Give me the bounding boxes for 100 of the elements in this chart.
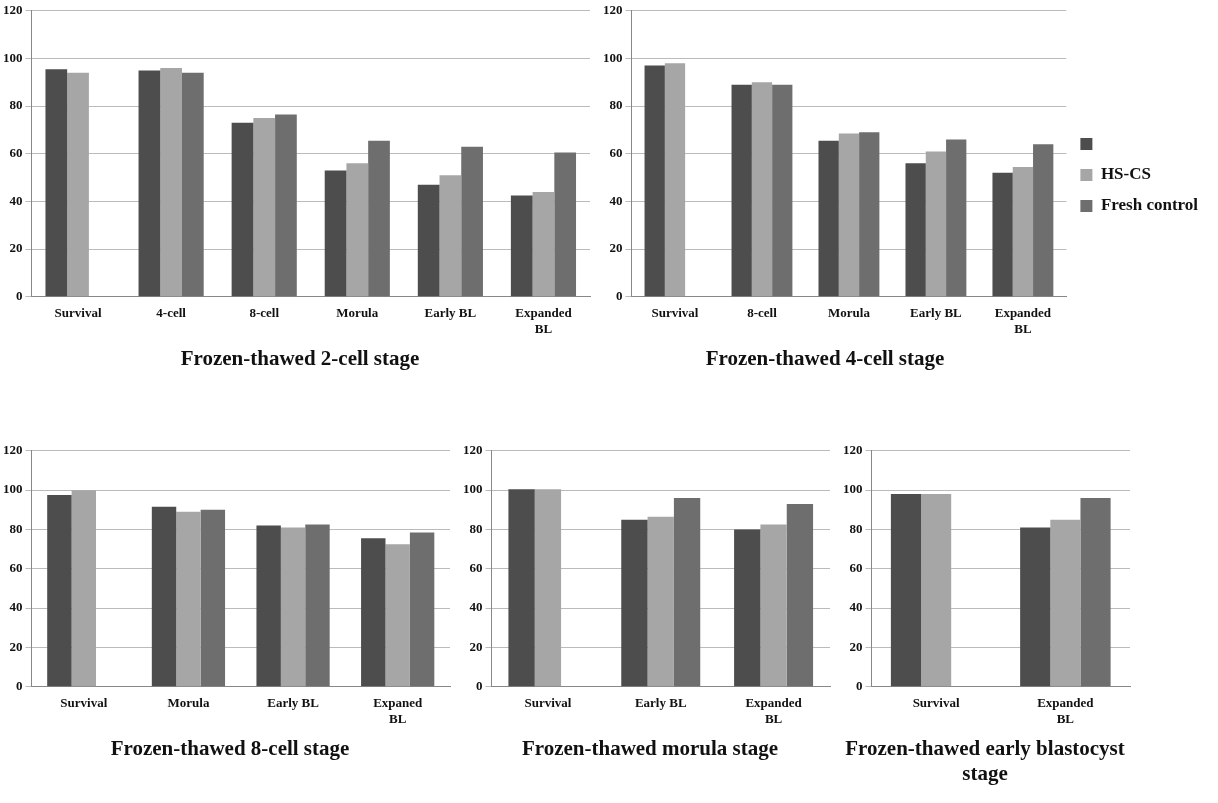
bar	[200, 509, 226, 687]
bar	[1050, 519, 1081, 687]
x-tick-label: Early BL	[634, 694, 687, 710]
bar	[925, 151, 947, 297]
bar	[532, 191, 555, 297]
legend-label: Fresh control	[1100, 195, 1199, 215]
y-tick-label: 0	[616, 288, 623, 304]
x-tick-label: Expanded BL	[745, 694, 803, 726]
bar	[151, 506, 177, 687]
bar	[439, 175, 462, 297]
x-tick-label: Survival	[912, 694, 960, 710]
y-tick-label: 20	[469, 638, 483, 654]
bar	[992, 172, 1013, 297]
bar	[647, 516, 674, 687]
y-tick-label: 120	[603, 2, 623, 18]
bar	[324, 170, 347, 297]
bar	[1012, 166, 1034, 297]
bar	[818, 140, 839, 297]
bar	[621, 519, 648, 687]
bar	[786, 503, 814, 687]
y-tick-label: 60	[9, 560, 23, 576]
y-tick-label: 40	[9, 192, 23, 208]
bar	[45, 69, 68, 297]
bar	[368, 140, 390, 297]
x-tick-label: Survival	[524, 694, 572, 710]
y-tick-label: 20	[9, 240, 23, 256]
bar	[181, 72, 204, 297]
bar	[760, 524, 787, 687]
x-tick-label: 8-cell	[249, 304, 280, 320]
x-tick-label: Morula	[167, 694, 210, 710]
text: Frozen-thawed 2-cell stage	[179, 346, 421, 371]
y-tick-label: 120	[843, 442, 863, 458]
x-tick-label: Survival	[651, 304, 699, 320]
y-tick-label: 40	[469, 599, 483, 615]
y-tick-label: 80	[849, 520, 863, 536]
bar	[67, 72, 89, 297]
bar	[751, 82, 773, 297]
bar	[231, 122, 254, 297]
y-tick-label: 60	[609, 145, 623, 161]
bar	[890, 494, 922, 687]
bar	[71, 490, 97, 687]
text: Frozen-thawed 8-cell stage	[109, 736, 351, 761]
y-tick-label: 0	[16, 288, 23, 304]
y-tick-label: 60	[849, 560, 863, 576]
y-tick-label: 20	[609, 240, 623, 256]
bar	[1080, 498, 1111, 687]
bar	[772, 84, 793, 297]
bar	[346, 163, 369, 297]
bar	[409, 532, 435, 687]
x-tick-label: 4-cell	[156, 304, 187, 320]
x-tick-label: Early BL	[267, 694, 320, 710]
y-tick-label: 120	[463, 442, 483, 458]
bar	[508, 489, 535, 687]
x-tick-label: Survival	[54, 304, 102, 320]
bar	[534, 489, 562, 687]
y-tick-label: 120	[3, 442, 23, 458]
y-tick-label: 0	[16, 678, 23, 694]
bar	[946, 139, 967, 297]
bar	[305, 524, 330, 687]
y-tick-label: 0	[476, 678, 483, 694]
bar	[673, 498, 701, 687]
x-tick-label: Early BL	[910, 304, 963, 320]
y-tick-label: 0	[856, 678, 863, 694]
bar	[1033, 144, 1054, 297]
y-tick-label: 60	[469, 560, 483, 576]
text: Frozen-thawed 4-cell stage	[704, 346, 946, 371]
y-tick-label: 80	[9, 520, 23, 536]
bar	[47, 495, 72, 687]
y-tick-label: 120	[3, 2, 23, 18]
x-tick-label: Morula	[828, 304, 871, 320]
bar	[838, 133, 860, 297]
y-tick-label: 100	[3, 481, 23, 497]
legend-label: HS-CS	[1100, 164, 1151, 184]
x-tick-label: Expanded BL	[515, 304, 573, 336]
y-tick-label: 80	[609, 97, 623, 113]
bar	[176, 511, 201, 687]
bar	[361, 538, 386, 687]
bar	[1020, 527, 1051, 687]
text: Frozen-thawed early blastocyst stage	[844, 736, 1126, 786]
bar	[256, 525, 281, 687]
bar	[461, 146, 483, 297]
bar	[905, 163, 926, 297]
y-tick-label: 80	[469, 520, 483, 536]
y-tick-label: 100	[603, 49, 623, 65]
bar	[510, 195, 533, 297]
y-tick-label: 100	[843, 481, 863, 497]
y-tick-label: 20	[849, 638, 863, 654]
x-tick-label: 8-cell	[747, 304, 778, 320]
text: Frozen-thawed morula stage	[520, 736, 780, 761]
x-tick-label: Expanded BL	[1037, 694, 1095, 726]
x-tick-label: Expanded BL	[994, 304, 1052, 336]
bar	[417, 184, 440, 297]
bar	[731, 84, 752, 297]
bar	[138, 70, 161, 297]
x-tick-label: Survival	[60, 694, 108, 710]
bar	[385, 544, 410, 687]
x-tick-label: Early BL	[424, 304, 477, 320]
y-tick-label: 100	[463, 481, 483, 497]
bar	[253, 118, 276, 297]
bar	[734, 529, 761, 687]
